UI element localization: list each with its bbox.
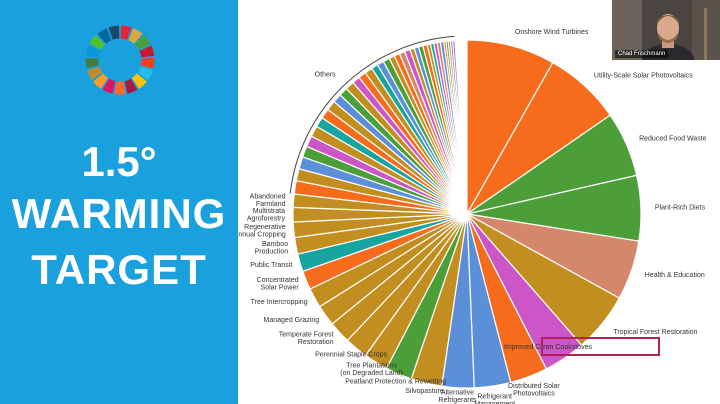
sdg-wheel-segment: [85, 57, 100, 69]
pie-slice: [451, 39, 468, 215]
sdg-wheel-segment: [102, 78, 116, 94]
others-label: Others: [315, 72, 337, 79]
sdg-wheel-segment: [139, 45, 155, 58]
headline-line-3: TARGET: [31, 246, 207, 293]
sdg-wheel-segment: [131, 73, 147, 89]
sdg-wheel-segment: [140, 57, 155, 69]
headline-line-1: 1.5°: [81, 138, 157, 185]
slice-label: Concentrated Solar Power: [257, 277, 300, 292]
sdg-wheel-segment: [85, 45, 101, 58]
sdg-wheel-segment: [108, 25, 120, 40]
sdg-wheel-segment: [93, 73, 109, 89]
pie-slice: [466, 39, 554, 217]
slice-label: Utility-Scale Solar Photovoltaics: [594, 72, 693, 79]
highlight-box: [541, 337, 660, 356]
sdg-wheel-segment: [128, 28, 143, 44]
sdg-wheel-segment: [135, 35, 151, 50]
slice-label: Managed Grazing: [264, 317, 320, 324]
slice-label: Regenerative Annual Cropping: [238, 224, 286, 239]
sdg-wheel-segment: [87, 66, 103, 80]
slice-label: Tropical Forest Restoration: [613, 329, 697, 336]
sdg-wheel-segment: [114, 81, 126, 95]
slice-label: Reduced Food Waste: [639, 135, 707, 142]
participant-name: Chad Frischmann: [615, 50, 669, 58]
slice-label: Abandoned Farmland: [250, 193, 286, 208]
sdg-wheel-segment: [97, 28, 112, 44]
slice-label: Alternative Refrigerants: [438, 389, 477, 404]
slice-label: Bamboo Production: [255, 241, 289, 256]
slice-label: Onshore Wind Turbines: [515, 29, 589, 36]
slide-title-panel: 1.5° WARMING TARGET: [0, 0, 238, 404]
sdg-wheel-segment: [89, 35, 105, 50]
pie-labels: Onshore Wind Turbines Utility-Scale Solar…: [238, 29, 707, 404]
slice-label: Peatland Protection & Rewetting: [345, 378, 446, 385]
slice-label: Temperate Forest Restoration: [279, 331, 334, 346]
slice-label: Perennial Staple Crops: [315, 351, 387, 358]
slice-label: Tree Intercropping: [251, 299, 308, 306]
participant-video-tile[interactable]: Chad Frischmann: [612, 0, 720, 60]
solutions-pie-chart: Onshore Wind Turbines Utility-Scale Solar…: [238, 29, 707, 404]
headline-line-2: WARMING: [11, 190, 227, 237]
slice-label: Distributed Solar Photovoltaics: [508, 383, 560, 398]
slice-label: Plant-Rich Diets: [655, 205, 706, 212]
slice-label: Multistrata Agroforestry: [247, 208, 286, 223]
sdg-wheel-segment: [137, 66, 153, 80]
sdg-wheel-logo: [85, 25, 155, 95]
slice-label: Improved Clean Cookstoves: [504, 344, 592, 351]
slice-label: Health & Education: [645, 272, 705, 279]
slice-label: Public Transit: [250, 262, 292, 269]
slice-label: Silvopasture: [405, 388, 444, 395]
sdg-wheel-segment: [124, 78, 138, 94]
sdg-wheel-segment: [120, 25, 132, 40]
slice-label: RefrigerantManagement: [474, 393, 515, 404]
video-feed: [612, 0, 720, 60]
others-bracket: [289, 35, 455, 194]
slice-label: Tree Plantations (on Degraded Land): [340, 362, 403, 377]
pie-slices: [292, 39, 642, 389]
